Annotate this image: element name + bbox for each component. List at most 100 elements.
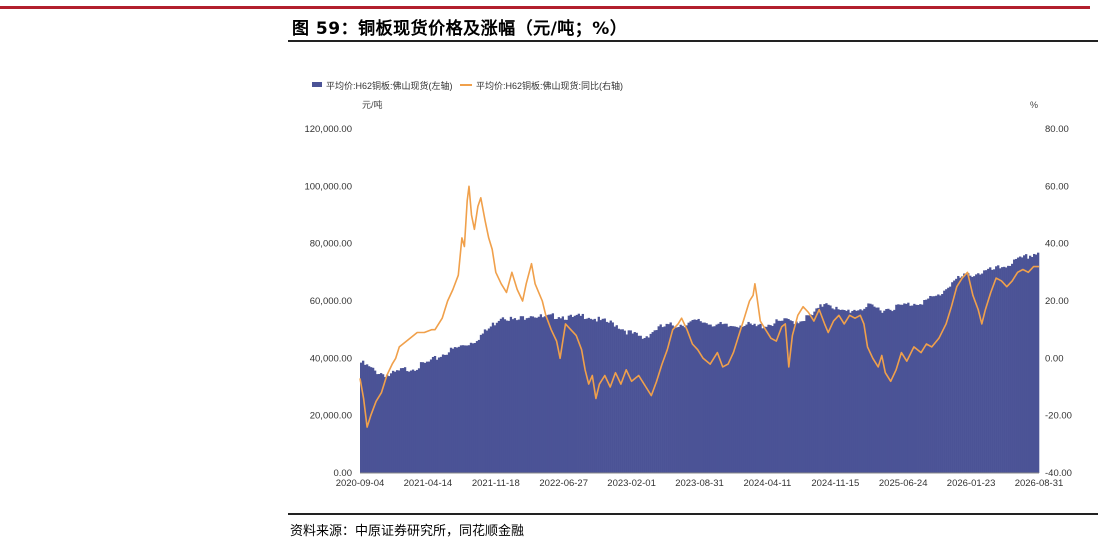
price-bar [639, 335, 642, 473]
price-bar [707, 324, 710, 473]
price-bar [577, 313, 580, 473]
price-bar [379, 373, 383, 473]
price-bar [957, 275, 960, 473]
price-bar [979, 274, 982, 473]
price-bar [1023, 255, 1026, 473]
price-bar [655, 330, 658, 473]
price-bar [615, 325, 618, 473]
price-bar [819, 304, 822, 473]
price-bar [489, 326, 493, 473]
price-bar [769, 325, 772, 473]
price-bar [603, 318, 606, 473]
price-bar [651, 332, 654, 473]
price-bar [411, 369, 415, 473]
price-bar [779, 320, 782, 473]
price-bar [373, 370, 377, 473]
price-bar [871, 304, 874, 473]
price-bar [853, 309, 856, 473]
price-bar [403, 367, 407, 473]
price-bar [767, 324, 770, 473]
price-bar [833, 309, 836, 473]
price-bar [511, 319, 515, 473]
price-bar [439, 356, 443, 473]
price-bar [753, 323, 756, 473]
price-bar [675, 327, 678, 473]
x-axis-ticks: 2020-09-04 2021-04-14 2021-11-18 2022-06-27… [336, 478, 1064, 489]
price-bar [635, 332, 638, 473]
price-bar [517, 319, 521, 473]
price-bar [485, 330, 489, 473]
price-bar [551, 313, 555, 473]
price-bar [1025, 254, 1028, 473]
price-bar [1037, 252, 1040, 473]
price-bar [429, 359, 433, 473]
price-bar [865, 307, 868, 473]
price-bar [609, 320, 612, 473]
price-bar [385, 374, 389, 473]
price-bar [695, 319, 698, 473]
price-bar [637, 335, 640, 473]
price-bar [653, 330, 656, 473]
price-bar [1033, 253, 1036, 473]
price-bar [791, 321, 794, 473]
price-bar [765, 326, 768, 473]
price-bar [951, 282, 954, 473]
price-bar [362, 360, 365, 473]
line-series [359, 185, 1039, 428]
price-bar [575, 314, 578, 473]
price-bar [729, 325, 732, 473]
price-bar [683, 327, 686, 473]
price-bar [843, 310, 846, 473]
price-bar [911, 305, 914, 473]
x-tick-label: 2023-02-01 [607, 478, 656, 489]
price-bar [943, 290, 946, 473]
price-bar [743, 325, 746, 473]
price-bar [599, 320, 602, 473]
price-bar [371, 367, 375, 473]
price-bar [515, 320, 519, 473]
price-bar [553, 319, 557, 473]
price-bar [641, 338, 644, 473]
price-bar [737, 327, 740, 473]
price-bar [701, 322, 704, 473]
price-bar [463, 345, 467, 473]
price-bar [657, 326, 660, 473]
price-bar [893, 309, 896, 473]
price-bar [601, 318, 604, 473]
price-bar [841, 309, 844, 473]
price-bar [625, 334, 628, 473]
price-bar [617, 328, 620, 473]
price-bar [915, 304, 918, 473]
price-bar [733, 326, 736, 473]
price-bar [847, 309, 850, 473]
price-bar [369, 367, 373, 473]
price-bar [659, 324, 662, 473]
price-bar [827, 304, 830, 473]
yoy-line [359, 185, 1039, 428]
price-bar [975, 274, 978, 473]
price-bar [531, 316, 535, 473]
price-bar [665, 323, 668, 473]
price-bar [977, 273, 980, 473]
price-bar [901, 304, 904, 473]
price-bar [991, 269, 994, 473]
price-bar [835, 306, 838, 473]
price-bar [581, 313, 584, 473]
price-bar [469, 342, 473, 473]
price-bar [939, 295, 942, 473]
price-bar [1027, 258, 1030, 473]
price-bar [521, 316, 525, 473]
price-bar [475, 341, 479, 473]
price-bar [855, 310, 858, 473]
price-bar [937, 294, 940, 473]
price-bar [547, 314, 551, 473]
price-bar [669, 322, 672, 473]
price-bar [931, 296, 934, 473]
price-bar [935, 295, 938, 473]
price-bar [863, 308, 866, 473]
price-bar [519, 316, 523, 473]
price-bar [1009, 265, 1012, 473]
price-bar [775, 319, 778, 473]
price-bar [495, 322, 499, 473]
price-bar [949, 286, 952, 473]
